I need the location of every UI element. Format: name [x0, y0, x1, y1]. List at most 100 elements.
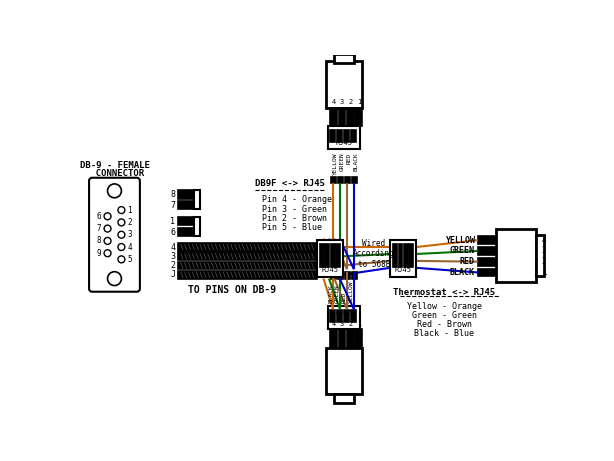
Circle shape [118, 219, 125, 226]
Bar [393, 244, 397, 267]
Bar [194, 217, 200, 236]
Bar [179, 243, 317, 251]
Bar [194, 190, 200, 209]
Bar [352, 272, 357, 278]
Bar [338, 177, 343, 183]
Bar [320, 244, 324, 267]
Bar [410, 244, 413, 267]
Bar [478, 247, 496, 255]
Text: YELLOW: YELLOW [349, 281, 354, 303]
Text: 5: 5 [128, 255, 132, 264]
Bar [179, 201, 194, 209]
Text: Black - Blue: Black - Blue [414, 330, 474, 338]
Text: TO PINS ON DB-9: TO PINS ON DB-9 [188, 285, 276, 295]
Bar [390, 240, 416, 277]
Text: 4: 4 [542, 236, 546, 245]
Bar [334, 394, 354, 403]
Text: Pin 5 - Blue: Pin 5 - Blue [262, 223, 322, 232]
Bar [326, 348, 362, 394]
Text: Pin 3 - Green: Pin 3 - Green [262, 205, 327, 214]
Bar [330, 130, 335, 142]
Circle shape [118, 231, 125, 238]
Text: 3: 3 [542, 246, 546, 255]
Text: 2: 2 [170, 261, 176, 270]
Text: BLACK: BLACK [328, 284, 333, 303]
Bar [537, 235, 544, 276]
Bar [338, 108, 346, 126]
Text: 7: 7 [97, 224, 101, 233]
Bar [330, 108, 337, 126]
Text: RJ45: RJ45 [335, 309, 352, 315]
Bar [344, 272, 350, 278]
Text: 3: 3 [340, 321, 344, 327]
Text: Pin 2 - Brown: Pin 2 - Brown [262, 214, 327, 223]
Bar [356, 330, 362, 348]
Text: Pin 4 - Orange: Pin 4 - Orange [262, 195, 332, 205]
Text: Red - Brown: Red - Brown [416, 320, 472, 329]
Circle shape [118, 243, 125, 250]
Bar [326, 61, 362, 108]
Circle shape [118, 207, 125, 213]
Bar [330, 330, 337, 348]
Circle shape [104, 213, 111, 220]
Circle shape [104, 225, 111, 232]
Text: BLACK: BLACK [450, 268, 475, 277]
Bar [328, 307, 360, 330]
Bar [337, 130, 343, 142]
Text: CONNECTOR: CONNECTOR [85, 169, 144, 178]
Bar [478, 258, 496, 266]
Text: BLACK: BLACK [354, 152, 359, 171]
Bar [478, 269, 496, 276]
Text: 9: 9 [97, 249, 101, 258]
Text: 6: 6 [170, 228, 176, 236]
Text: 1: 1 [357, 321, 361, 327]
Bar [179, 253, 317, 260]
Text: 4: 4 [332, 99, 336, 105]
Text: DB9F <-> RJ45: DB9F <-> RJ45 [255, 179, 325, 188]
Bar [351, 130, 356, 142]
Text: GREEN: GREEN [340, 152, 345, 171]
Text: 1: 1 [542, 268, 546, 277]
Bar [344, 177, 350, 183]
Bar [344, 130, 349, 142]
Text: 1: 1 [128, 206, 132, 214]
Circle shape [104, 250, 111, 257]
Text: YELLOW: YELLOW [333, 152, 338, 175]
FancyBboxPatch shape [89, 178, 140, 292]
Bar [347, 108, 354, 126]
Bar [344, 310, 349, 322]
Bar [179, 228, 194, 236]
Text: Thermostat <-> RJ45: Thermostat <-> RJ45 [393, 288, 495, 297]
Bar [325, 244, 329, 267]
Bar [496, 229, 537, 283]
Bar [334, 54, 354, 63]
Bar [331, 244, 335, 267]
Bar [356, 108, 362, 126]
Text: 1: 1 [357, 99, 361, 105]
Circle shape [107, 184, 122, 198]
Bar [317, 240, 343, 277]
Text: 2: 2 [348, 99, 352, 105]
Text: 8: 8 [97, 236, 101, 245]
Bar [338, 272, 343, 278]
Text: 2: 2 [128, 218, 132, 227]
Circle shape [107, 272, 122, 285]
Bar [330, 310, 335, 322]
Text: GREEN: GREEN [450, 246, 475, 255]
Circle shape [118, 256, 125, 263]
Text: DB-9 - FEMALE: DB-9 - FEMALE [80, 161, 149, 170]
Text: RJ45: RJ45 [395, 267, 412, 273]
Bar [352, 177, 357, 183]
Bar [179, 190, 194, 199]
Text: 7: 7 [170, 201, 176, 210]
Text: Yellow - Orange: Yellow - Orange [406, 301, 481, 311]
Bar [331, 272, 336, 278]
Text: YELLOW: YELLOW [445, 236, 475, 245]
Text: 2: 2 [348, 321, 352, 327]
Bar [336, 244, 340, 267]
Bar [347, 330, 354, 348]
Circle shape [104, 237, 111, 244]
Text: 2: 2 [542, 257, 546, 266]
Text: RED: RED [460, 257, 475, 266]
Text: Wired
According
to 568B: Wired According to 568B [353, 239, 395, 269]
